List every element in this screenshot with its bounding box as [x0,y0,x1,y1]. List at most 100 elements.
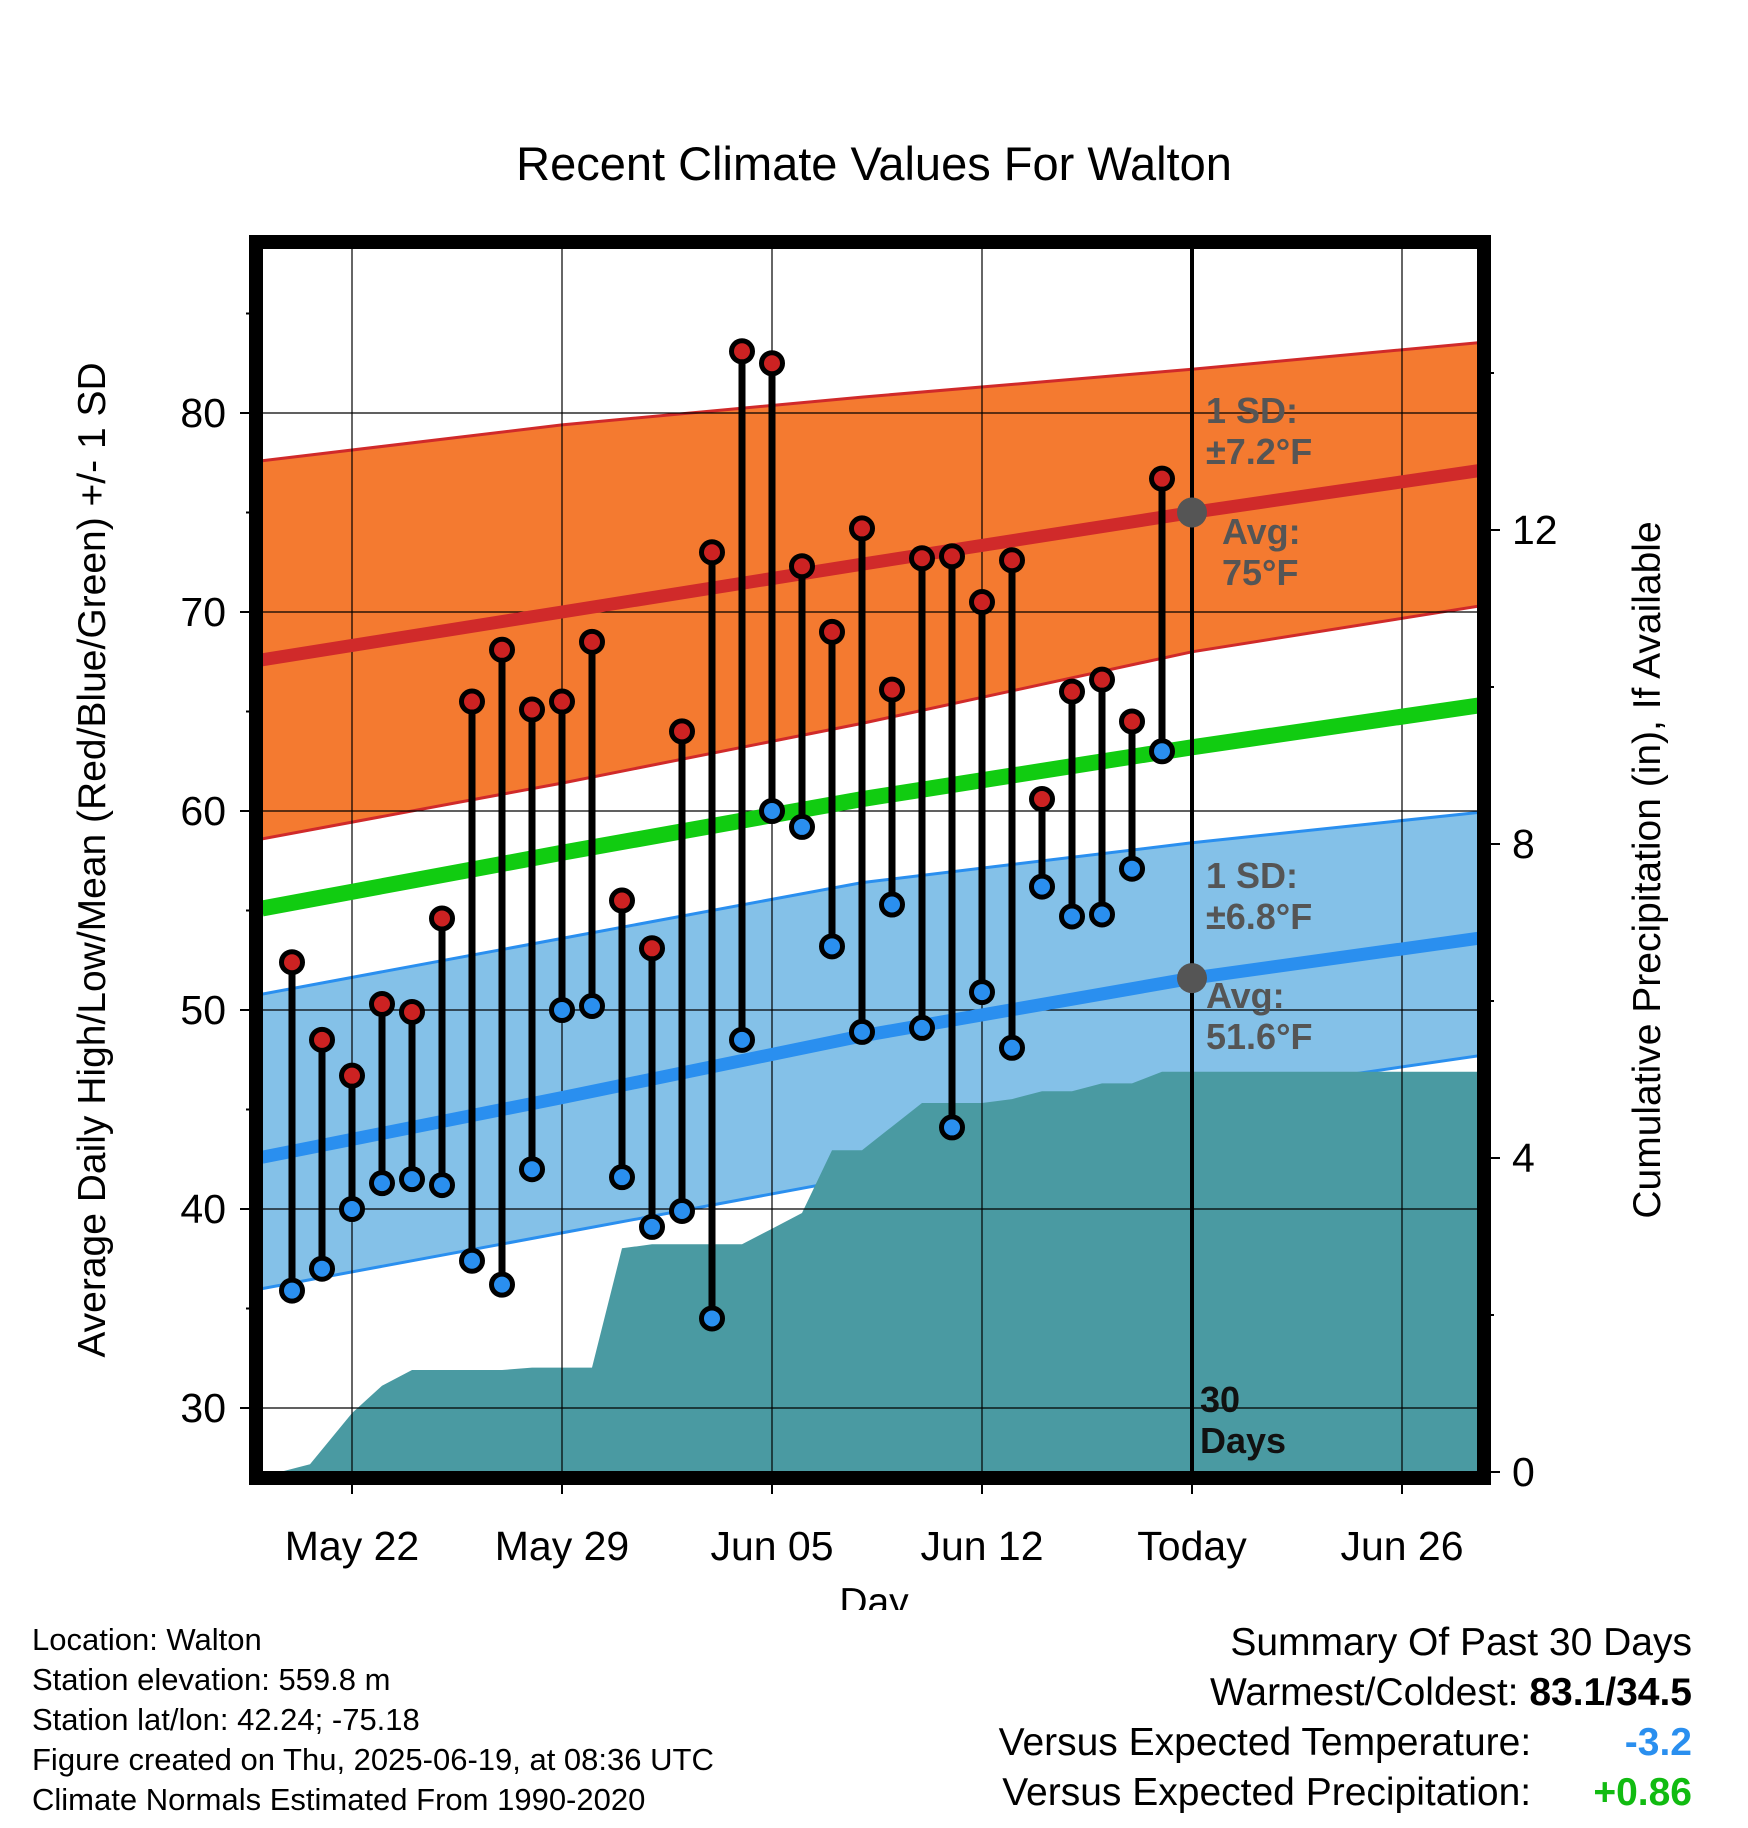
temp-anomaly-label: Versus Expected Temperature: [998,1721,1532,1764]
daily-high-point [759,350,785,377]
daily-high-point [1029,786,1055,813]
daily-low-point [279,1277,305,1304]
daily-high-point [1089,666,1115,693]
daily-high-point [279,949,305,976]
warmest-coldest-label: Warmest/Coldest: [1210,1671,1519,1714]
x-tick-label: May 22 [285,1523,419,1569]
warmest-coldest-value: 83.1/34.5 [1529,1671,1692,1714]
low-sd-band [262,812,1478,1289]
daily-high-point [459,688,485,715]
today-high-avg-marker [1177,497,1207,528]
low-avg-annotation: Avg: 51.6°F [1206,975,1312,1057]
location-text: Location: Walton [32,1622,262,1657]
daily-high-point [369,991,395,1018]
daily-low-point [909,1014,935,1041]
precip-anomaly-label: Versus Expected Precipitation: [1002,1771,1532,1814]
x-tick-label: Jun 12 [920,1523,1043,1569]
daily-low-point [309,1255,335,1282]
y-tick-label: 50 [180,987,226,1033]
temp-anomaly-row: Versus Expected Temperature: -3.2 [999,1718,1692,1768]
x-tick-label: May 29 [495,1523,629,1569]
high-avg-annotation: Avg: 75°F [1222,511,1301,593]
daily-high-point [729,338,755,365]
plot-frame [249,235,1491,1485]
x-tick-label: Jun 05 [710,1523,833,1569]
daily-low-point [339,1196,365,1222]
daily-low-point [1029,873,1055,900]
daily-high-point [519,696,545,723]
summary-heading: Summary Of Past 30 Days [1230,1621,1692,1664]
elevation-text: Station elevation: 559.8 m [32,1662,391,1697]
daily-low-point [369,1170,395,1197]
daily-low-point [429,1172,455,1199]
daily-low-point [849,1018,875,1045]
daily-high-point [1059,678,1085,705]
temp-anomaly-value: -3.2 [1624,1721,1692,1764]
daily-high-point [789,553,815,580]
daily-low-point [789,813,815,840]
daily-low-point [1059,903,1085,930]
daily-high-point [999,547,1025,574]
daily-low-point [459,1247,485,1274]
chart-title: Recent Climate Values For Walton [516,137,1232,190]
daily-low-point [759,798,785,824]
y2-tick-label: 8 [1512,821,1535,867]
daily-low-point [819,933,845,960]
precip-anomaly-row: Versus Expected Precipitation: +0.86 [999,1768,1692,1818]
summary-panel: Summary Of Past 30 Days Warmest/Coldest:… [999,1618,1692,1818]
daily-high-point [489,636,515,663]
daily-high-point [309,1026,335,1053]
climate-chart: Recent Climate Values For Walton 1 SD: ±7… [71,137,1669,1610]
created-text: Figure created on Thu, 2025-06-19, at 08… [32,1742,714,1777]
latlon-text: Station lat/lon: 42.24; -75.18 [32,1702,420,1737]
daily-low-point [879,891,905,918]
today-low-avg-marker [1177,963,1207,994]
y-tick-label: 80 [180,390,226,436]
daily-low-point [969,979,995,1006]
y-tick-label: 60 [180,788,226,834]
y-tick-label: 70 [180,589,226,635]
daily-low-point [519,1156,545,1183]
daily-low-point [609,1164,635,1191]
daily-low-point [1089,901,1115,928]
high-sd-band [262,342,1478,839]
daily-high-point [549,688,575,715]
daily-high-point [849,515,875,542]
window-days-label: 30 Days [1200,1379,1286,1461]
daily-low-point [669,1197,695,1224]
daily-high-point [879,676,905,703]
precip-area [280,1071,1478,1472]
daily-high-point [339,1062,365,1089]
daily-high-point [639,935,665,962]
normals-text: Climate Normals Estimated From 1990-2020 [32,1782,646,1817]
daily-low-point [489,1271,515,1298]
daily-high-point [699,539,725,566]
y-tick-label: 40 [180,1186,226,1232]
right-axis-label: Cumulative Precipitation (in), If Availa… [1626,521,1669,1218]
x-axis-label: Day [839,1581,909,1610]
plot-area: 1 SD: ±7.2°F Avg: 75°F 1 SD: ±6.8°F Avg: 51.6°F… [180,235,1558,1569]
y2-tick-label: 0 [1512,1449,1535,1495]
daily-low-point [699,1305,725,1332]
x-tick-label: Today [1137,1523,1247,1569]
daily-low-point [729,1026,755,1053]
daily-low-point [639,1213,665,1240]
daily-high-point [669,718,695,745]
daily-high-point [939,543,965,570]
daily-high-point [429,905,455,932]
daily-low-point [579,993,605,1020]
daily-high-point [1149,465,1175,492]
daily-low-point [939,1114,965,1141]
y-tick-label: 30 [180,1385,226,1431]
daily-high-point [969,589,995,616]
daily-low-point [399,1166,425,1193]
daily-low-point [1149,738,1175,765]
high-sd-annotation: 1 SD: ±7.2°F [1206,390,1312,472]
daily-high-point [579,628,605,655]
warmest-coldest-row: Warmest/Coldest: 83.1/34.5 [999,1668,1692,1718]
station-info: Location: Walton Station elevation: 559.… [32,1620,714,1820]
y2-tick-label: 4 [1512,1135,1535,1181]
low-sd-annotation: 1 SD: ±6.8°F [1206,855,1312,937]
daily-low-point [1119,855,1145,882]
x-tick-label: Jun 26 [1340,1523,1463,1569]
